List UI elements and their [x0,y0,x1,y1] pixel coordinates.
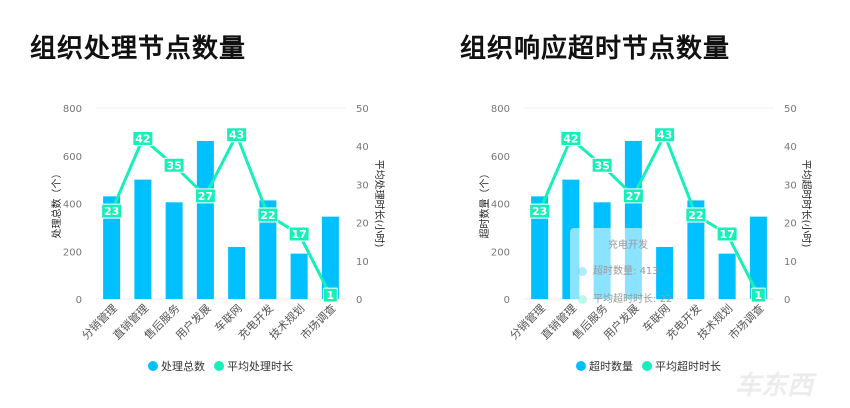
data-label-bg [322,287,338,303]
y2-tick-label: 0 [356,295,362,306]
bar [165,202,183,299]
x-tick-label: 用户发展 [172,301,213,342]
y-tick-label: 0 [76,295,82,306]
tooltip: 充电开发 超时数量: 413 平均超时时长: 22 [570,228,672,305]
tooltip-row1-label: 超时数量: [593,266,637,277]
data-label-bg [257,207,279,223]
y-tick-label: 600 [491,152,510,163]
data-label-bg [226,127,248,143]
y2-tick-label: 20 [356,219,369,230]
tooltip-row1-value: 413 [639,266,659,277]
bar [259,200,277,299]
x-tick-label: 用户发展 [600,301,641,342]
y2-tick-label: 50 [784,104,797,115]
data-label: 42 [135,133,150,146]
y-axis-label: 处理总数（个） [50,169,63,239]
y-tick-label: 400 [491,200,510,211]
tooltip-category: 充电开发 [608,240,648,251]
data-label: 43 [229,129,244,142]
bar [321,216,339,299]
x-tick-label: 市场调查 [297,301,338,342]
y2-tick-label: 30 [784,180,797,191]
data-label: 42 [563,133,578,146]
legend-bar-label: 处理总数 [161,359,205,373]
data-label: 1 [755,289,763,302]
legend-bar-icon [576,361,586,371]
y2-axis-label: 平均超时时长(小时) [800,160,813,248]
y2-tick-label: 40 [784,142,797,153]
data-label-bg [622,188,644,204]
data-label: 1 [327,289,335,302]
data-label-bg [194,188,216,204]
data-label: 23 [532,205,547,218]
data-label: 22 [260,209,275,222]
bar [103,196,121,299]
data-label-bg [288,226,310,242]
y-axis-label: 超时数量（个） [478,169,491,239]
bar [718,253,736,299]
data-label-bg [591,157,613,173]
y-tick-label: 400 [63,200,82,211]
bar [531,196,549,299]
data-label-bg [101,203,123,219]
y2-tick-label: 10 [784,257,797,268]
data-label-bg [750,287,766,303]
y-tick-label: 0 [504,295,510,306]
data-label: 35 [166,159,181,172]
y2-tick-label: 10 [356,257,369,268]
data-label: 23 [104,205,119,218]
y-tick-label: 200 [491,247,510,258]
legend-line-label: 平均超时时长 [655,359,721,373]
data-label-bg [654,127,676,143]
chart-title-right: 组织响应超时节点数量 [460,34,731,64]
bar [687,200,705,299]
tooltip-line-dot-icon [578,294,587,304]
x-tick-label: 市场调查 [725,301,766,342]
legend-line-label: 平均处理时长 [227,360,293,373]
data-label: 27 [626,190,641,203]
data-label-bg [560,131,582,147]
chart-title-left: 组织处理节点数量 [30,34,247,64]
y2-tick-label: 50 [356,104,369,115]
data-label: 35 [594,159,609,172]
bar [228,246,246,299]
data-label-bg [163,157,185,173]
tooltip-row2-value: 22 [659,294,673,305]
y2-tick-label: 30 [356,180,369,191]
y-tick-label: 800 [63,104,82,115]
data-label-bg [132,131,154,147]
data-label: 17 [719,228,734,241]
data-label-bg [685,207,707,223]
data-label-bg [529,203,551,219]
y2-tick-label: 40 [356,142,369,153]
y2-axis-label: 平均处理时长(小时) [373,160,385,248]
tooltip-bar-dot-icon [578,266,587,276]
bar [196,140,214,299]
y-tick-label: 800 [491,104,510,115]
watermark-logo: 车东西 [735,371,814,401]
legend-line-icon [642,361,652,371]
y-tick-label: 200 [63,247,82,258]
y2-tick-label: 0 [784,295,790,306]
data-label: 27 [198,190,213,203]
bar [134,179,152,299]
y2-tick-label: 20 [784,219,797,230]
bar [290,253,308,299]
legend-bar-label: 超时数量 [589,359,633,373]
bar [749,216,767,299]
tooltip-row2-label: 平均超时时长: [593,294,657,305]
bar [656,246,674,299]
data-label-bg [716,226,738,242]
data-label: 22 [688,209,703,222]
data-label: 17 [291,228,306,241]
legend-line-icon [214,361,224,371]
y-tick-label: 600 [63,152,82,163]
data-label: 43 [657,129,672,142]
legend-bar-icon [148,361,158,371]
